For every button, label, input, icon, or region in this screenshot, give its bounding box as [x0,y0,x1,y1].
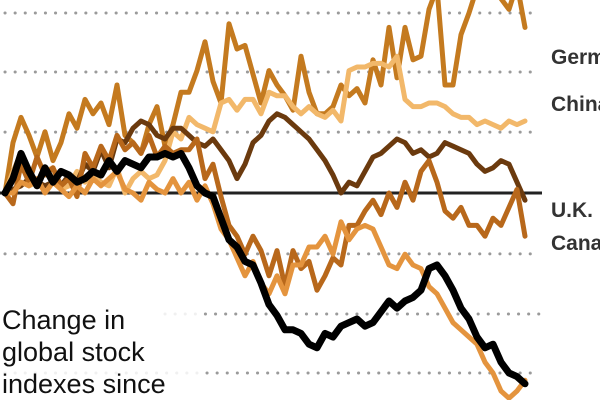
series-line-germany [2,0,528,196]
chart-caption: Change in global stock indexes since [2,304,202,400]
series-label-germany: Germany [551,46,600,69]
caption-line-2: global stock [2,337,145,367]
series-label-u-k: U.K. [551,199,593,222]
series-lines [1,0,529,400]
series-label-china: China [551,93,600,116]
series-line-canada [2,132,528,293]
caption-line-1: Change in [2,305,126,335]
series-labels: Germany China U.K. Canada [551,46,600,255]
series-line-unlabeled-6 [1,149,529,388]
gridlines [3,11,542,375]
series-label-canada: Canada [551,232,600,255]
caption-line-3: indexes since [2,369,166,399]
